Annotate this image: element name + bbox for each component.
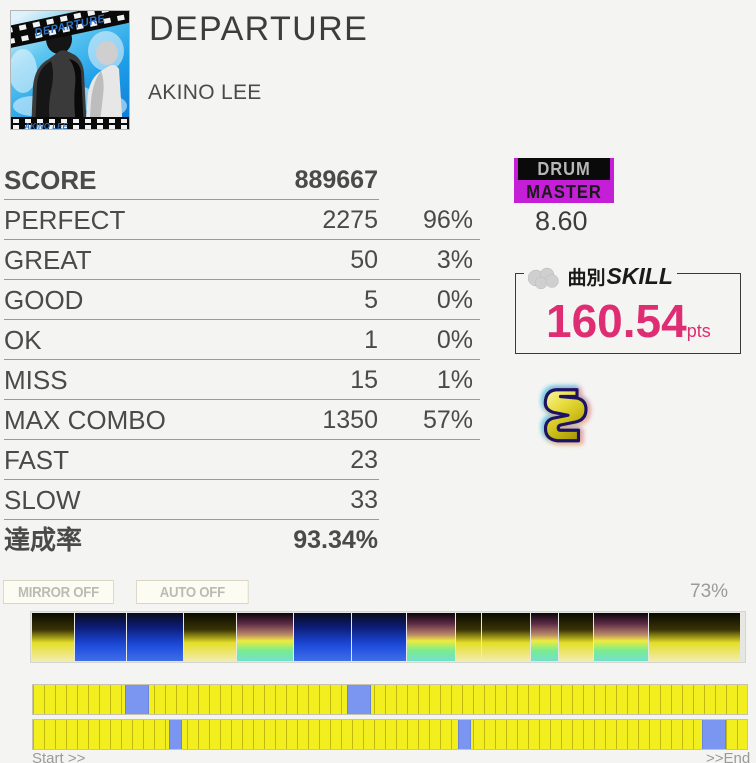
svg-text:AKINO LEE: AKINO LEE bbox=[23, 122, 68, 130]
